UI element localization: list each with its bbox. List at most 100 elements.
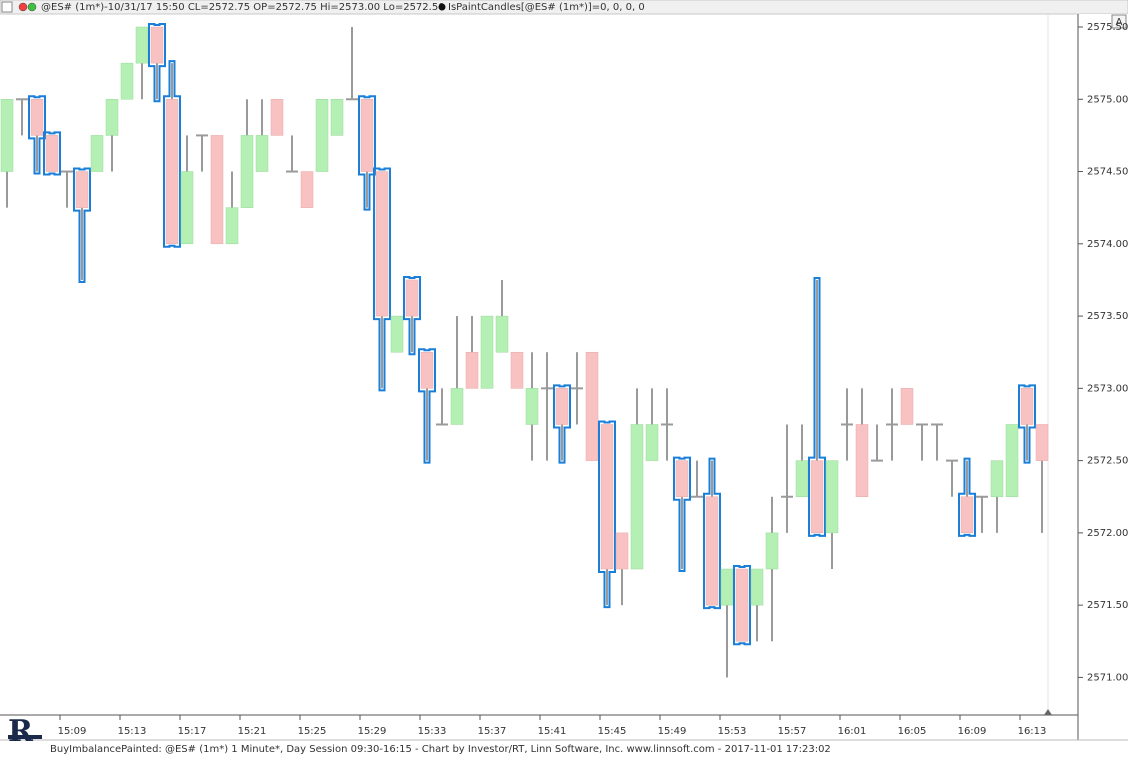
candle-body: [900, 388, 914, 425]
candle-body: [510, 351, 524, 389]
paint-outline: [733, 565, 751, 646]
candle-body: [585, 351, 599, 461]
candle-body: [420, 351, 434, 389]
candle-body: [30, 99, 44, 136]
candle-body: [165, 99, 179, 245]
candle-body: [765, 532, 779, 570]
candle-body: [990, 460, 1004, 498]
candle-body: [675, 460, 689, 498]
candle-body: [555, 388, 569, 425]
status-dot: [27, 2, 37, 12]
x-tick-label: 16:13: [1018, 726, 1047, 737]
candle-body: [795, 460, 809, 498]
candle-body: [225, 207, 239, 245]
candle-body: [240, 135, 254, 208]
paint-outline: [148, 23, 166, 103]
x-tick-label: 16:05: [898, 726, 927, 737]
x-tick-label: 16:01: [838, 726, 867, 737]
candle-body: [255, 135, 269, 172]
candle-body: [390, 315, 404, 353]
x-tick-label: 15:49: [658, 726, 687, 737]
candle-body: [825, 460, 839, 534]
candle-body: [465, 351, 479, 389]
candle-body: [630, 424, 644, 570]
candle-body: [135, 26, 149, 64]
y-tick-label: 2571.50: [1087, 600, 1128, 611]
candle-body: [1035, 424, 1049, 461]
y-tick-label: 2572.00: [1087, 528, 1128, 539]
paint-outline: [28, 95, 46, 175]
paint-outline: [403, 275, 421, 356]
x-tick-label: 15:57: [778, 726, 807, 737]
candle-body: [300, 171, 314, 208]
paint-outline: [553, 384, 571, 464]
candle-body: [330, 99, 344, 136]
candle-body: [45, 135, 59, 172]
paint-outline: [703, 457, 721, 610]
y-tick-label: 2573.00: [1087, 383, 1128, 394]
x-tick-label: 15:25: [298, 726, 327, 737]
candle-body: [615, 532, 629, 570]
marker: [1044, 709, 1052, 715]
candle-body: [960, 496, 974, 534]
candle-body: [180, 171, 194, 245]
paint-outline: [43, 131, 61, 176]
candle-body: [105, 99, 119, 136]
candle-body: [90, 135, 104, 172]
candle-body: [120, 62, 134, 100]
y-tick-label: 2574.50: [1087, 167, 1128, 178]
candle-body: [1005, 424, 1019, 498]
paint-outline: [373, 167, 391, 392]
auto-button-label[interactable]: A: [1116, 17, 1123, 28]
candle-body: [1020, 388, 1034, 425]
candle-body: [480, 315, 494, 389]
candle-body: [645, 424, 659, 461]
candle-body: [360, 99, 374, 172]
auto-button[interactable]: [1111, 14, 1127, 29]
paint-outline: [598, 420, 616, 609]
close-box[interactable]: [1, 1, 13, 13]
x-tick-label: 15:09: [58, 726, 87, 737]
indicator-text: IsPaintCandles[@ES# (1m*)]=0, 0, 0, 0: [448, 2, 645, 13]
candle-body: [375, 171, 389, 317]
paint-outline: [958, 457, 976, 537]
x-tick-label: 15:13: [118, 726, 147, 737]
y-tick-label: 2573.50: [1087, 311, 1128, 322]
candle-body: [0, 99, 14, 172]
logo: R: [8, 714, 42, 749]
candle-body: [705, 496, 719, 606]
candle-body: [750, 568, 764, 606]
footer-text: BuyImbalancePainted: @ES# (1m*) 1 Minute…: [50, 744, 831, 755]
paint-outline: [1018, 384, 1036, 464]
status-dot: [18, 2, 28, 12]
paint-outline: [673, 456, 691, 573]
header-bar: [0, 0, 1128, 15]
candle-body: [150, 26, 164, 64]
candle-body: [270, 99, 284, 136]
x-tick-label: 15:17: [178, 726, 207, 737]
candle-body: [450, 388, 464, 425]
y-tick-label: 2574.00: [1087, 239, 1128, 250]
x-tick-label: 15:29: [358, 726, 387, 737]
candle-body: [810, 460, 824, 534]
paint-outline: [358, 95, 376, 211]
candle-body: [600, 424, 614, 570]
y-tick-label: 2575.50: [1087, 22, 1128, 33]
candle-body: [315, 99, 329, 172]
candle-body: [495, 315, 509, 353]
candle-body: [720, 568, 734, 606]
price-axis: [1078, 14, 1128, 715]
paint-outline: [73, 167, 91, 283]
logo-letter: R: [8, 714, 34, 749]
candle-body: [855, 424, 869, 498]
indicator-dot: [438, 3, 446, 11]
x-tick-label: 15:37: [478, 726, 507, 737]
x-tick-label: 15:21: [238, 726, 267, 737]
y-tick-label: 2571.00: [1087, 672, 1128, 683]
y-tick-label: 2572.50: [1087, 456, 1128, 467]
x-tick-label: 15:45: [598, 726, 627, 737]
logo-bar: [8, 735, 42, 739]
y-tick-label: 2575.00: [1087, 94, 1128, 105]
x-tick-label: 15:53: [718, 726, 747, 737]
